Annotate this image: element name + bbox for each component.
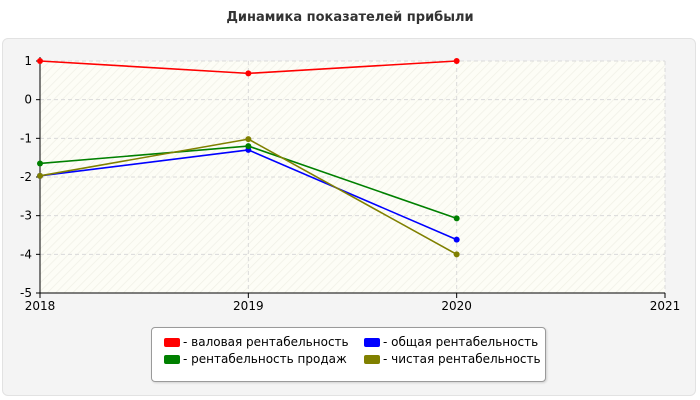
x-tick-label: 2019 [233,299,264,313]
data-point [37,58,43,64]
data-point [245,136,252,143]
x-tick-label: 2018 [25,299,56,313]
data-point [245,70,252,77]
legend-label: - рентабельность продаж [183,352,347,366]
legend-swatch-red [164,337,180,347]
y-tick-label: -2 [20,170,32,184]
series [37,58,460,258]
legend-label: - валовая рентабельность [183,335,349,349]
legend-label: - общая рентабельность [383,335,539,349]
legend-item-total-profitability: - общая рентабельность [364,335,538,349]
data-point [245,143,252,150]
legend-item-sales-profitability: - рентабельность продаж [164,352,347,366]
data-point [37,160,43,167]
legend-swatch-green [164,354,180,364]
y-tick-label: 0 [24,93,32,107]
data-point [453,215,460,222]
legend-swatch-blue [364,337,380,347]
y-tick-label: -1 [20,131,32,145]
legend: - валовая рентабельность - общая рентабе… [151,327,546,382]
data-point [453,58,460,64]
legend-swatch-olive [364,354,380,364]
data-point [453,236,460,243]
chart-title: Динамика показателей прибыли [226,10,474,25]
data-point [37,172,43,179]
legend-item-gross-margin: - валовая рентабельность [164,335,349,349]
y-tick-label: -5 [20,286,32,300]
x-tick-label: 2020 [441,299,472,313]
x-tick-label: 2021 [650,299,681,313]
grid [40,60,666,293]
y-tick-label: -3 [20,209,32,223]
y-tick-label: 1 [24,54,32,68]
legend-item-net-profitability: - чистая рентабельность [364,352,541,366]
legend-label: - чистая рентабельность [383,352,541,366]
y-tick-label: -4 [20,247,32,261]
data-point [453,251,460,258]
